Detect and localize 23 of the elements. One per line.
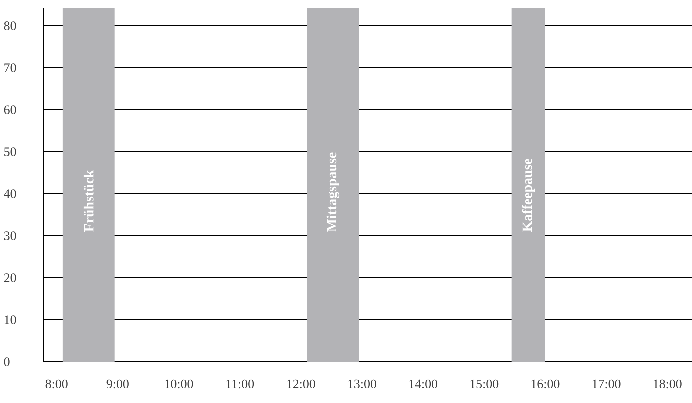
x-tick-label: 11:00 [226,380,254,389]
x-tick-label: 15:00 [470,380,499,389]
x-tick-label: 12:00 [288,380,316,389]
x-tick-label: 14:00 [410,380,438,389]
x-tick-label: 18:00 [654,380,682,389]
x-tick-label: 10:00 [165,380,194,389]
y-tick-label: 0 [4,358,10,366]
x-tick-label: 13:00 [348,380,376,389]
y-tick-label: 20 [4,274,16,282]
y-tick-label: 80 [4,22,16,30]
x-tick-label: 8:00 [46,380,68,389]
y-tick-label: 40 [4,190,16,198]
x-tick-label: 17:00 [592,380,621,389]
band-label: Frühstück [84,170,94,232]
y-tick-label: 50 [4,148,16,156]
y-tick-label: 30 [4,232,16,240]
x-tick-label: 9:00 [106,380,129,389]
y-tick-label: 10 [4,316,16,324]
band-label: Mittagspause [326,152,340,232]
x-tick-label: 16:00 [532,380,560,389]
band-label: Kaffeepause [522,158,536,232]
y-tick-label: 60 [4,106,16,114]
y-tick-label: 70 [4,64,16,72]
